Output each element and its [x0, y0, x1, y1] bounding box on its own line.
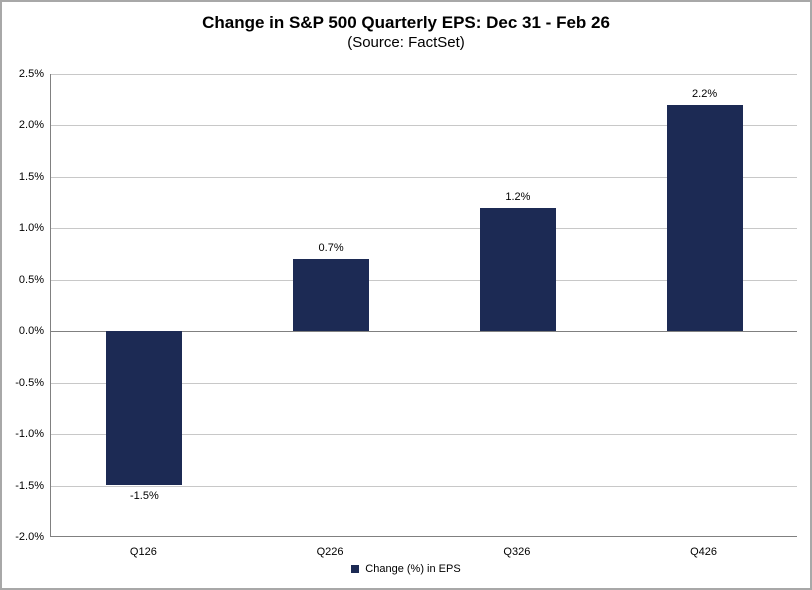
y-axis-label: -1.5%	[15, 479, 44, 492]
bar-value-label: -1.5%	[130, 489, 159, 502]
y-axis-label: 0.0%	[18, 325, 44, 338]
x-axis-label: Q226	[316, 546, 344, 558]
bar-value-label: 2.2%	[692, 87, 718, 100]
gridline	[51, 279, 797, 281]
y-axis-label: 2.0%	[18, 119, 44, 132]
gridline	[51, 176, 797, 178]
bar-value-label: 0.7%	[318, 242, 344, 255]
gridline	[51, 434, 797, 436]
bar	[479, 207, 556, 332]
gridline	[51, 125, 797, 127]
y-axis-label: 1.0%	[18, 222, 44, 235]
gridline	[51, 228, 797, 230]
y-axis-label: -1.0%	[15, 428, 44, 441]
y-axis-label: -2.0%	[15, 531, 44, 543]
bar-value-label: 1.2%	[505, 190, 531, 203]
y-axis-label: 2.5%	[18, 68, 44, 80]
y-axis-label: -0.5%	[15, 376, 44, 389]
legend-label: Change (%) in EPS	[365, 563, 461, 575]
gridline	[51, 485, 797, 487]
legend: Change (%) in EPS	[2, 562, 810, 576]
x-axis-label: Q326	[503, 546, 531, 558]
x-axis-label: Q426	[690, 546, 718, 558]
gridline	[51, 382, 797, 384]
bar	[106, 331, 183, 486]
bar	[666, 104, 743, 332]
x-axis-label: Q126	[129, 546, 157, 558]
gridline	[51, 74, 797, 75]
y-axis-label: 0.5%	[18, 273, 44, 286]
plot-area: -1.5% 0.7% 1.2% 2.2%	[50, 74, 797, 537]
y-axis-label: 1.5%	[18, 170, 44, 183]
chart-subtitle: (Source: FactSet)	[347, 34, 465, 51]
bar	[293, 259, 370, 332]
legend-swatch-icon	[351, 565, 360, 573]
zero-line	[51, 331, 797, 333]
chart-title: Change in S&P 500 Quarterly EPS: Dec 31 …	[202, 13, 610, 32]
